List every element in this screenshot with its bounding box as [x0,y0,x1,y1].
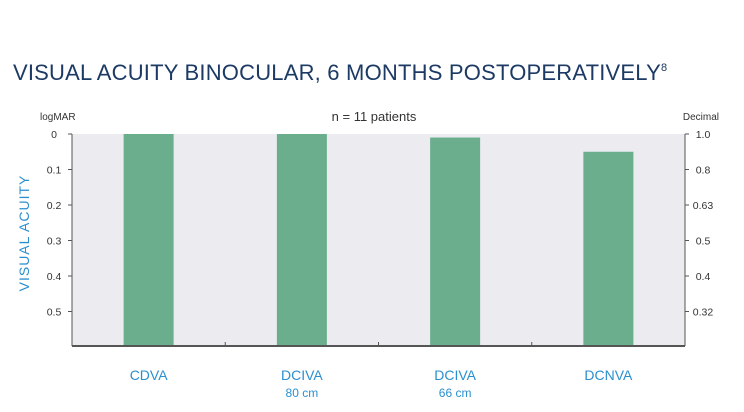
bar [276,134,327,346]
category-label: CDVA [130,367,169,383]
left-tick-label: 0.2 [47,200,62,212]
right-tick-label: 0.8 [696,165,711,177]
bar [583,151,634,346]
right-tick-label: 0.63 [693,200,714,212]
left-tick-label: 0.1 [47,165,62,177]
bars-group [123,134,634,346]
category-label: DCIVA [281,367,323,383]
left-tick-label: 0 [51,129,57,141]
bar [123,134,174,346]
right-tick-label: 1.0 [696,129,711,141]
category-label: DCNVA [584,367,633,383]
category-label: DCIVA [434,367,476,383]
left-tick-label: 0.5 [47,307,62,319]
category-labels-group: CDVA DCIVA 80 cm DCIVA 66 cm DCNVA [130,367,633,400]
left-axis-unit: logMAR [40,112,76,123]
right-tick-label: 0.5 [696,236,711,248]
left-tick-label: 0.3 [47,236,62,248]
ticks-group: 0 0.1 0.2 0.3 0.4 0.5 1.0 0.8 0.63 0.5 0.4 0.32 [47,129,714,319]
right-tick-label: 0.32 [693,307,714,319]
right-axis-unit: Decimal [683,112,719,123]
chart-title: VISUAL ACUITY BINOCULAR, 6 MONTHS POSTOP… [13,60,667,85]
category-sublabel: 66 cm [439,386,472,400]
y-axis-label: VISUAL ACUITY [16,175,32,292]
right-tick-label: 0.4 [696,271,711,283]
bar [430,137,481,346]
category-sublabel: 80 cm [286,386,319,400]
left-tick-label: 0.4 [47,271,62,283]
plot-background [72,134,685,346]
chart-subtitle: n = 11 patients [332,109,417,124]
